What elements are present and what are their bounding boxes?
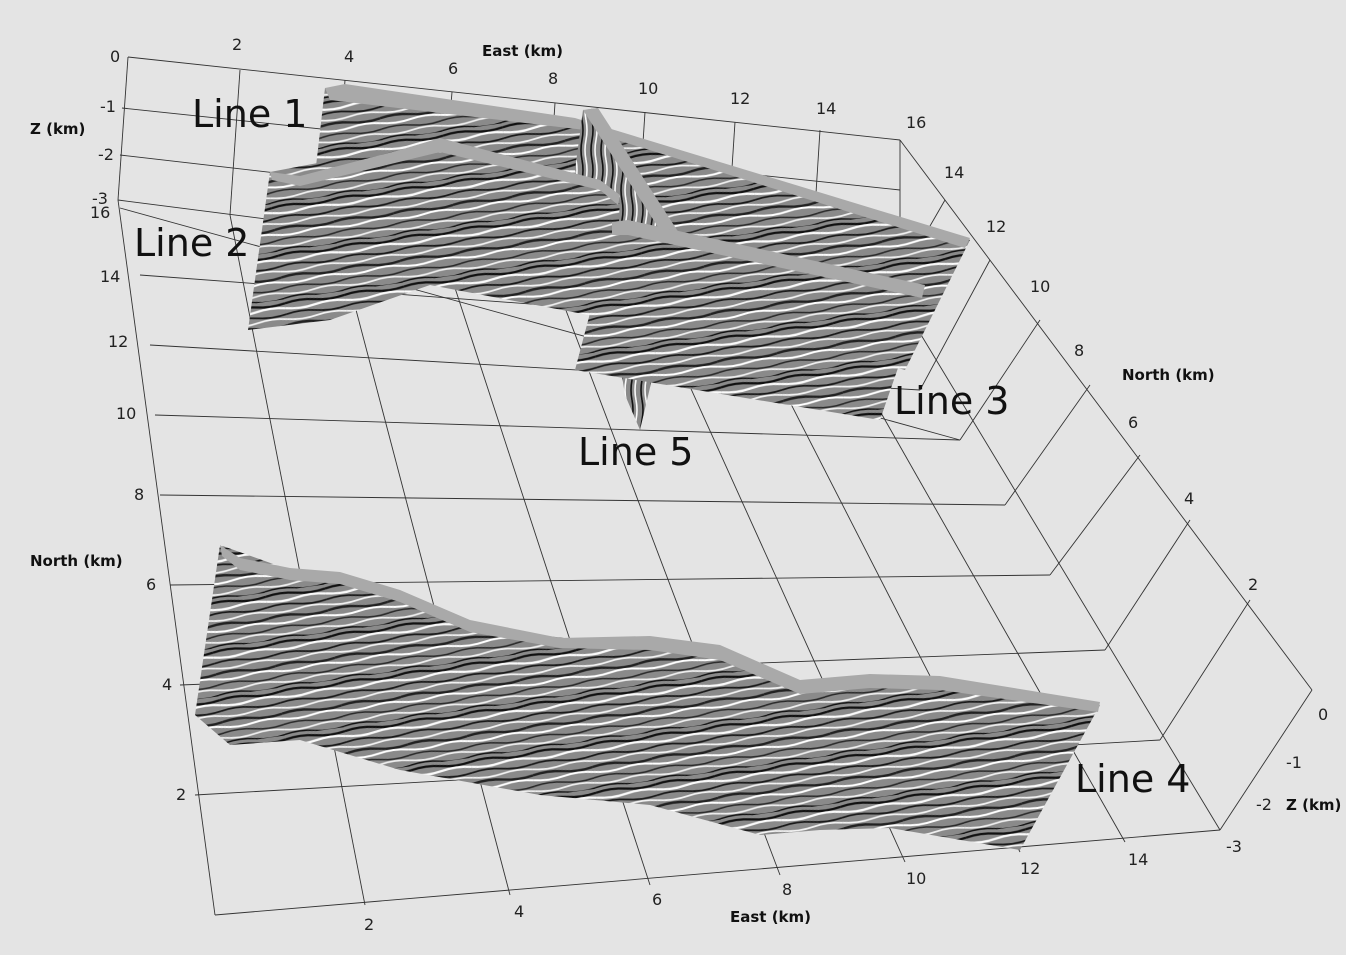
east-ticks-bottom: 2 4 6 8 10 12 14 [364,850,1148,934]
north-tick-left: 14 [100,267,120,286]
north-tick-left: 12 [108,332,128,351]
east-tick-bottom: 6 [652,890,662,909]
z-tick-right: -1 [1286,753,1302,772]
line-4-label: Line 4 [1075,757,1190,801]
north-tick-left: 10 [116,404,136,423]
east-tick-bottom: 14 [1128,850,1148,869]
north-tick-left: 16 [90,203,110,222]
east-tick-top: 6 [448,59,458,78]
east-tick-top: 8 [548,69,558,88]
east-tick-bottom: 10 [906,869,926,888]
north-tick-right: 14 [944,163,964,182]
north-tick-right: 8 [1074,341,1084,360]
z-tick-right: -2 [1256,795,1272,814]
north-tick-right: 2 [1248,575,1258,594]
north-tick-left: 2 [176,785,186,804]
z-tick-left: -1 [100,97,116,116]
north-tick-right: 4 [1184,489,1194,508]
east-tick-top: 12 [730,89,750,108]
east-tick-top: 14 [816,99,836,118]
north-ticks-left: 16 14 12 10 8 6 4 2 [90,203,186,804]
z-axis-title-left: Z (km) [30,120,85,138]
line-3-label: Line 3 [894,379,1009,423]
east-tick-top: 2 [232,35,242,54]
east-tick-top: 16 [906,113,926,132]
z-tick-right: -3 [1226,837,1242,856]
z-tick-left: 0 [110,47,120,66]
north-axis-title-right: North (km) [1122,366,1215,384]
east-axis-title-top: East (km) [482,42,563,60]
east-tick-bottom: 8 [782,880,792,899]
z-tick-right: 0 [1318,705,1328,724]
line-2-label: Line 2 [134,221,249,265]
east-ticks-top: 2 4 6 8 10 12 14 16 [232,35,926,132]
z-tick-left: -2 [98,145,114,164]
east-tick-top: 10 [638,79,658,98]
east-tick-bottom: 12 [1020,859,1040,878]
line-3-section [575,220,925,420]
north-tick-left: 4 [162,675,172,694]
z-tick-left: -3 [92,189,108,208]
north-tick-right: 12 [986,217,1006,236]
north-tick-right: 6 [1128,413,1138,432]
east-tick-bottom: 4 [514,902,524,921]
line-2-section [248,138,620,330]
north-axis-title-left: North (km) [30,552,123,570]
z-ticks-left: 0 -1 -2 -3 [92,47,120,208]
z-ticks-right: 0 -1 -2 -3 [1226,705,1328,856]
line-5-label: Line 5 [578,430,693,474]
z-axis-title-right: Z (km) [1286,796,1341,814]
east-tick-bottom: 2 [364,915,374,934]
north-ticks-right: 14 12 10 8 6 4 2 [944,163,1258,594]
line-1-label: Line 1 [192,92,307,136]
north-tick-left: 8 [134,485,144,504]
north-tick-right: 10 [1030,277,1050,296]
line-4-section [195,545,1100,850]
north-tick-left: 6 [146,575,156,594]
east-tick-top: 4 [344,47,354,66]
east-axis-title-bottom: East (km) [730,908,811,926]
